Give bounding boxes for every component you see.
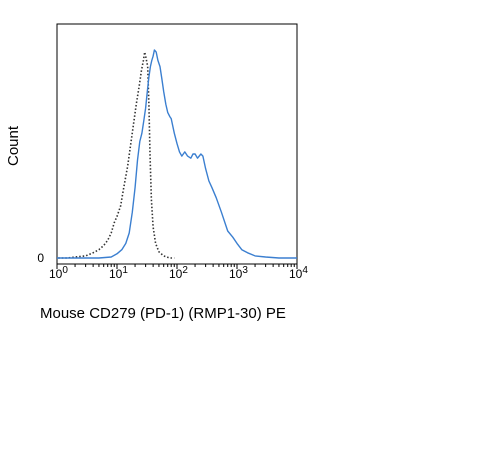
x-axis-label: Mouse CD279 (PD-1) (RMP1-30) PE (40, 305, 286, 322)
x-tick-label: 104 (289, 265, 308, 281)
x-tick-label: 102 (169, 265, 188, 281)
series-layer (57, 49, 297, 259)
x-tick-label: 103 (229, 265, 248, 281)
y-tick-label: 0 (37, 251, 44, 265)
stained-histogram-line (57, 49, 297, 259)
control-histogram-line (58, 51, 175, 259)
y-axis: 0 (37, 251, 44, 265)
x-tick-label: 100 (49, 265, 68, 281)
x-tick-label: 101 (109, 265, 128, 281)
y-axis-label: Count (5, 125, 22, 166)
x-axis: 100 101 102 103 104 (49, 264, 308, 281)
